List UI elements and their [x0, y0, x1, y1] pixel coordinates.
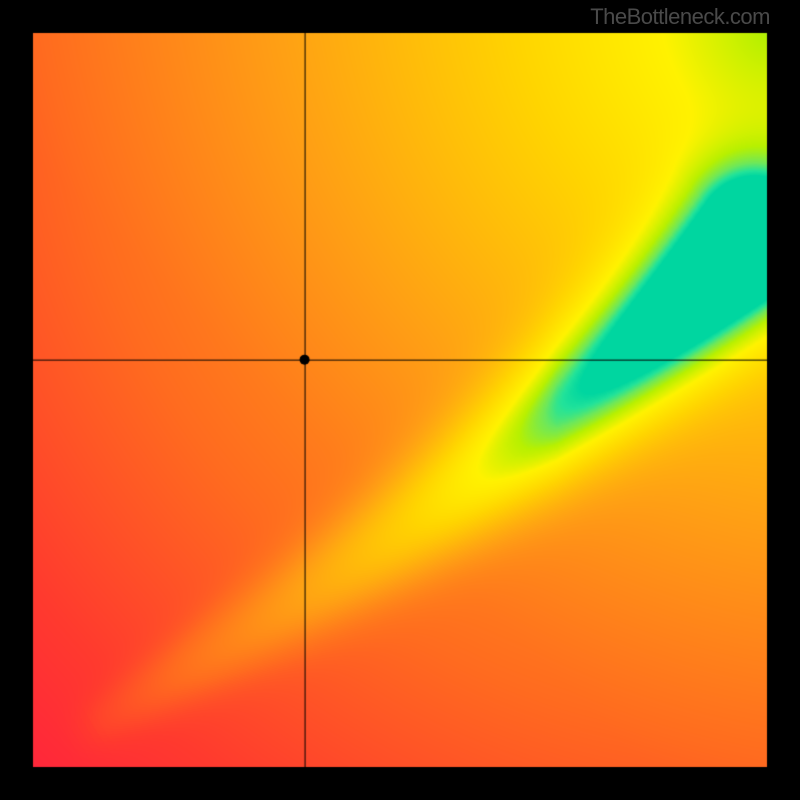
watermark-text: TheBottleneck.com	[590, 4, 770, 30]
chart-container: TheBottleneck.com	[0, 0, 800, 800]
bottleneck-heatmap	[0, 0, 800, 800]
